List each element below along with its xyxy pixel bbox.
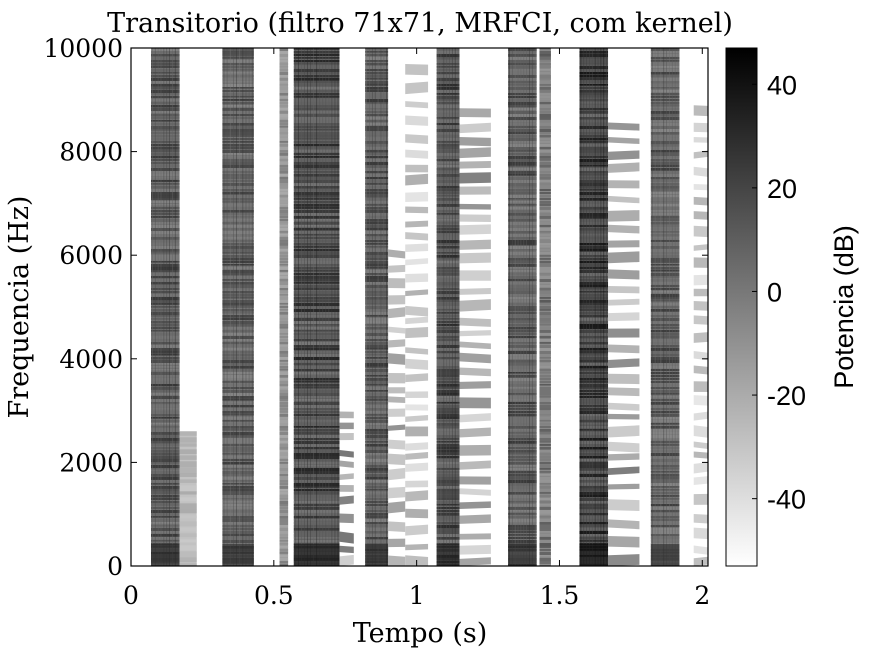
x-tick-label: 0.5 [254, 581, 294, 610]
x-tick-label: 0 [123, 581, 139, 610]
spectrogram-segment [279, 48, 289, 566]
colorbar-tick-label: -40 [767, 485, 806, 515]
spectrogram-segment [150, 48, 180, 566]
colorbar-tick-label: 0 [767, 277, 782, 307]
colorbar-tick-label: 20 [767, 174, 797, 204]
spectrogram-segment [608, 122, 640, 566]
spectrogram-segment [579, 48, 609, 566]
colorbar-tick-label: 40 [767, 70, 797, 100]
spectrogram-segment [365, 48, 389, 566]
spectrogram-segment [339, 411, 354, 566]
spectrogram-segment [650, 48, 680, 566]
colorbar-tick-label: -20 [767, 381, 806, 411]
y-tick-label: 10000 [43, 34, 123, 63]
colorbar [725, 47, 758, 567]
spectrogram-segment [293, 48, 340, 566]
spectrogram-segment [436, 48, 460, 566]
y-axis-label: Frequencia (Hz) [4, 196, 35, 419]
spectrogram-segment [388, 249, 406, 566]
plot-frame [130, 47, 709, 567]
spectrogram-segment [222, 48, 254, 566]
spectrogram-segment [508, 48, 537, 566]
y-tick-label: 2000 [59, 448, 123, 477]
spectrogram-segment [693, 105, 708, 566]
y-tick-label: 8000 [59, 138, 123, 167]
y-tick-label: 6000 [59, 241, 123, 270]
x-axis-label: Tempo (s) [353, 618, 488, 649]
spectrogram-segment [539, 48, 551, 566]
chart-title: Transitorio (filtro 71x71, MRFCI, com ke… [107, 8, 733, 39]
x-tick-label: 1.5 [540, 581, 580, 610]
colorbar-label: Potencia (dB) [829, 225, 859, 389]
y-tick-label: 0 [107, 552, 123, 581]
x-axis-ticks: 0 0.5 1 1.5 2 [123, 48, 710, 610]
spectrogram-segment [459, 108, 491, 566]
y-axis-ticks: 0 2000 4000 6000 8000 10000 [43, 34, 708, 581]
y-tick-label: 4000 [59, 345, 123, 374]
x-tick-label: 2 [694, 581, 710, 610]
spectrogram-segment [179, 431, 197, 566]
colorbar-ticks: -40 -20 0 20 40 [752, 70, 806, 515]
spectrogram-segment [405, 63, 429, 566]
spectrogram-segments [150, 48, 708, 566]
x-tick-label: 1 [409, 581, 425, 610]
